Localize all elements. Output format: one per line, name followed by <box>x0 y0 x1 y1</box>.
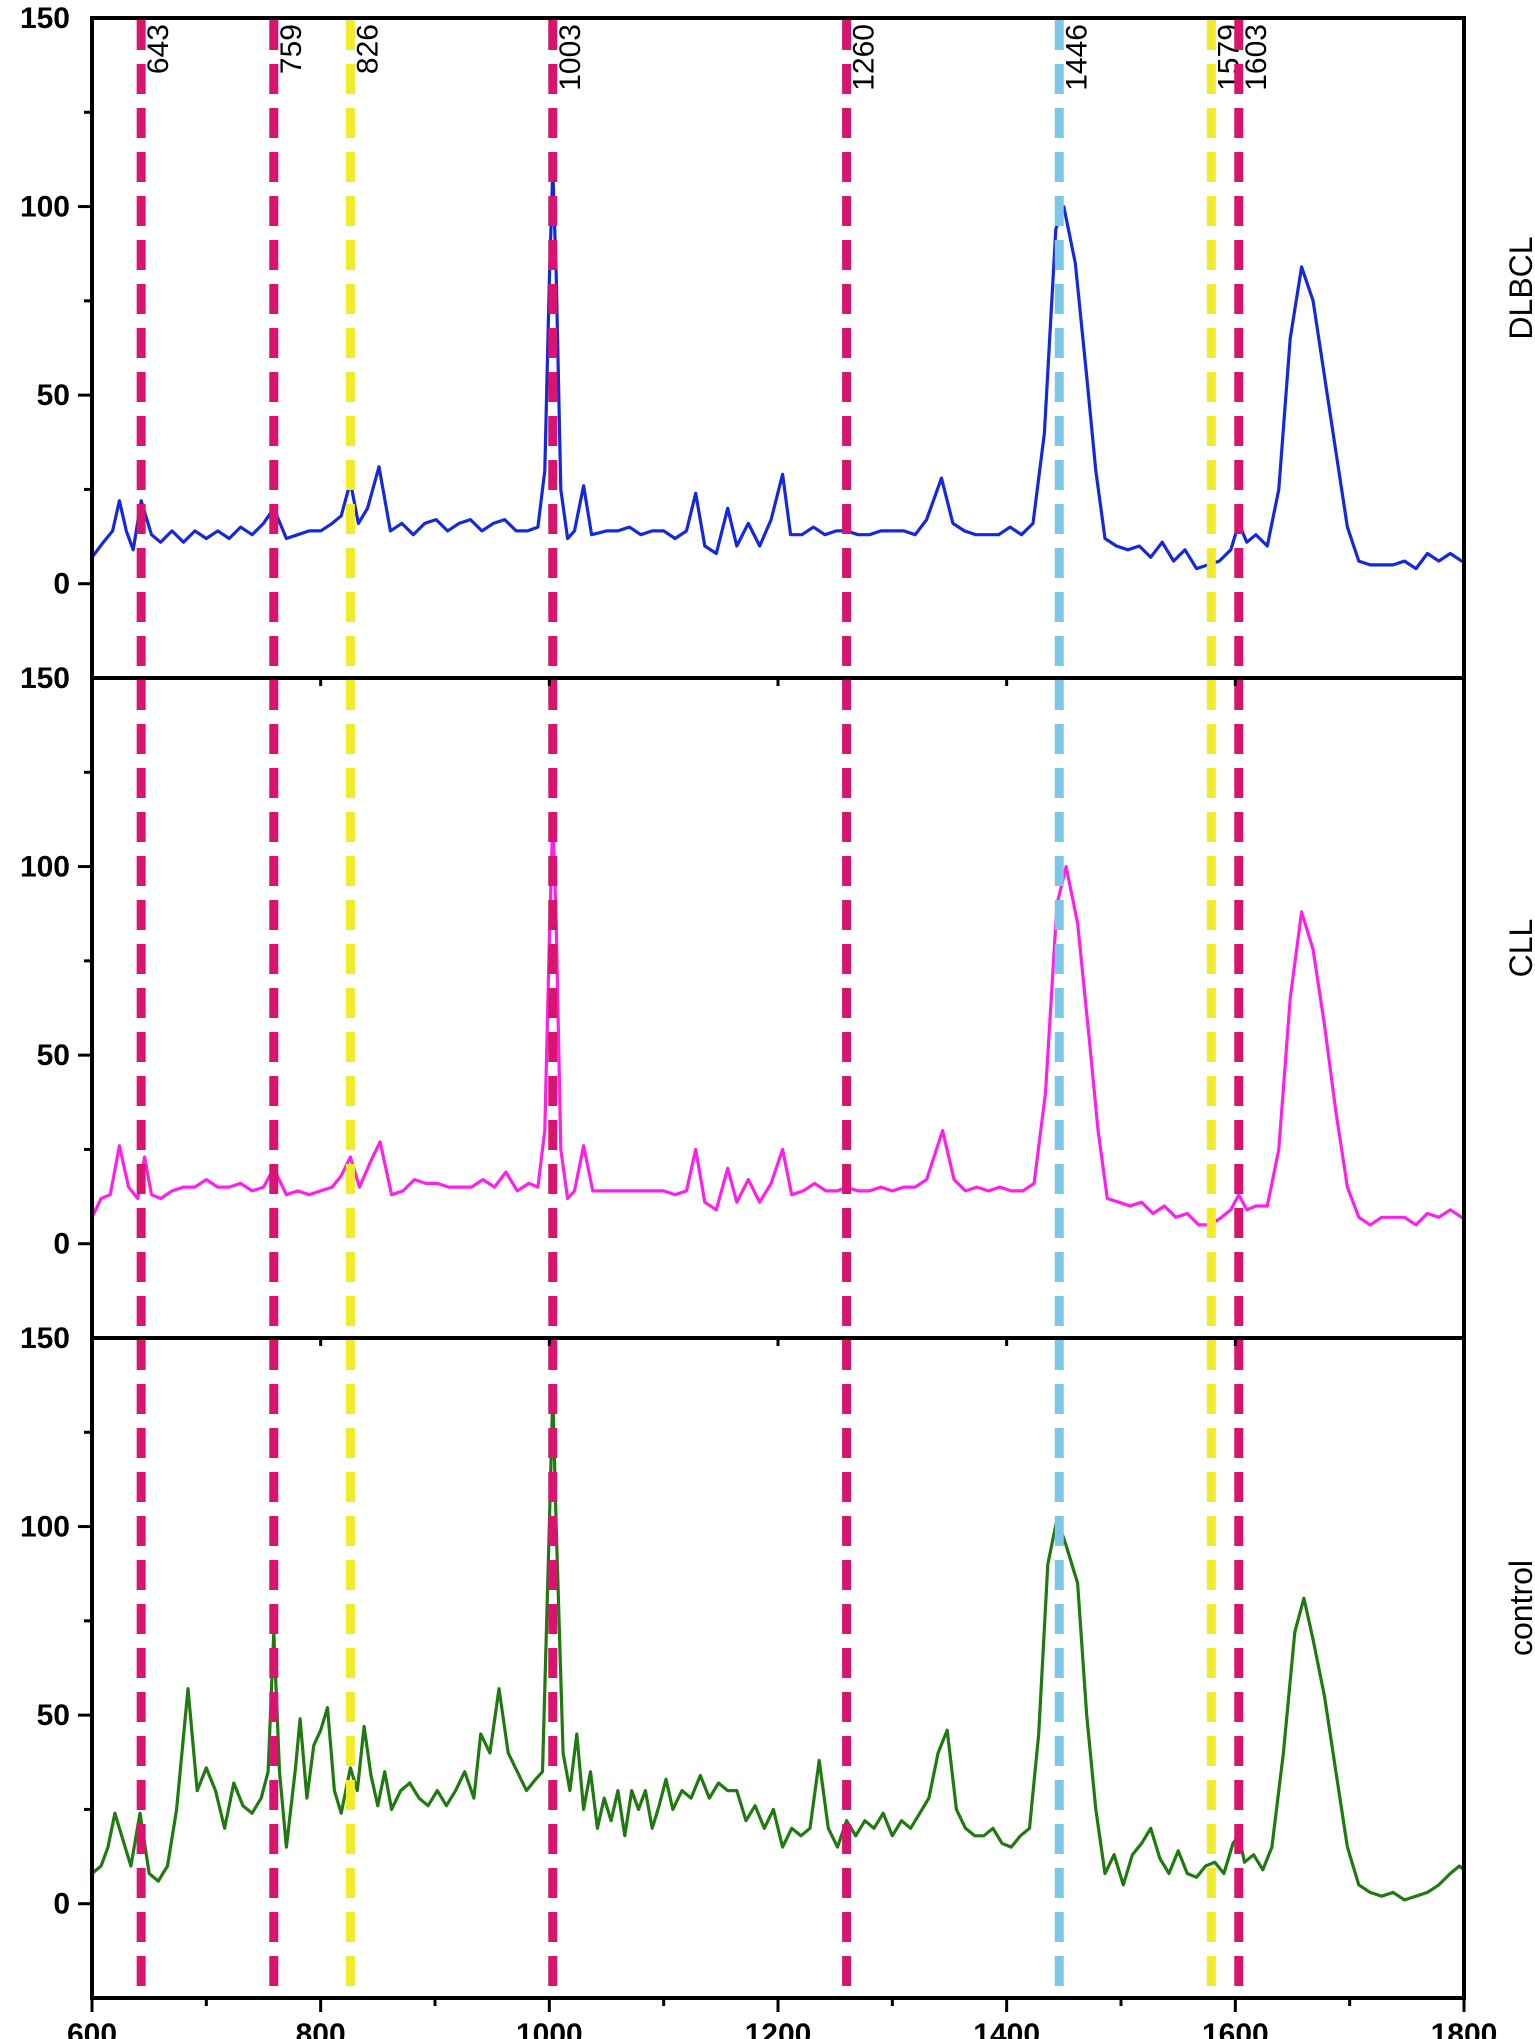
spectrum-line-control <box>90 1393 1466 1902</box>
y-tick-label-150: 150 <box>20 2 70 35</box>
spectrum-line-cll <box>90 815 1464 1227</box>
peak-label-826: 826 <box>351 24 384 74</box>
peak-label-759: 759 <box>275 24 308 74</box>
peak-label-1260: 1260 <box>848 24 881 91</box>
peak-label-1003: 1003 <box>554 24 587 91</box>
panel-frame-cll <box>90 676 1466 1340</box>
y-tick-label-100: 100 <box>20 851 70 884</box>
peak-label-1603: 1603 <box>1240 24 1273 91</box>
y-tick-label-50: 50 <box>37 1699 70 1732</box>
x-tick-label-800: 800 <box>296 2018 346 2039</box>
x-tick-label-1400: 1400 <box>973 2018 1040 2039</box>
panel-label-control: control <box>1503 1560 1535 1656</box>
y-tick-label-0: 0 <box>53 1228 70 1261</box>
x-tick-label-1200: 1200 <box>745 2018 812 2039</box>
peak-label-1446: 1446 <box>1060 24 1093 91</box>
y-tick-label-50: 50 <box>37 379 70 412</box>
y-tick-label-150: 150 <box>20 1322 70 1355</box>
x-tick-label-1600: 1600 <box>1202 2018 1269 2039</box>
panel-label-cll: CLL <box>1503 919 1535 978</box>
y-tick-label-0: 0 <box>53 568 70 601</box>
y-tick-label-50: 50 <box>37 1039 70 1072</box>
x-tick-label-1000: 1000 <box>516 2018 583 2039</box>
panel-frame-control <box>90 1336 1466 2000</box>
x-tick-label-600: 600 <box>67 2018 117 2039</box>
panel-label-dlbcl: DLBCL <box>1503 236 1535 339</box>
y-tick-label-0: 0 <box>53 1888 70 1921</box>
x-tick-label-1800: 1800 <box>1431 2018 1498 2039</box>
y-tick-label-150: 150 <box>20 662 70 695</box>
panel-frame-dlbcl <box>90 16 1466 680</box>
spectrum-line-dlbcl <box>90 167 1464 571</box>
y-tick-label-100: 100 <box>20 191 70 224</box>
peak-label-643: 643 <box>142 24 175 74</box>
y-tick-label-100: 100 <box>20 1511 70 1544</box>
